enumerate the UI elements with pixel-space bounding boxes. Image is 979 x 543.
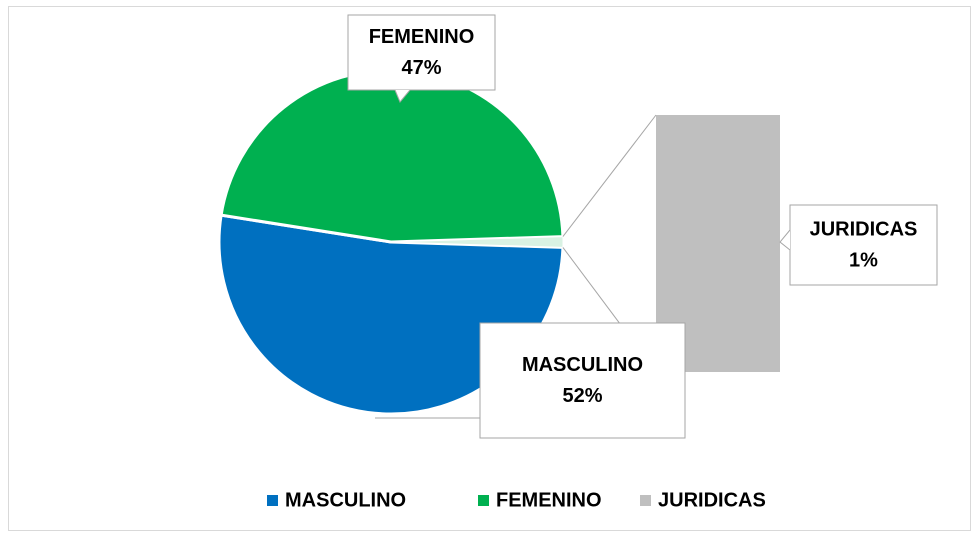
legend-swatch bbox=[267, 495, 278, 506]
callout-category: JURIDICAS bbox=[810, 218, 918, 240]
legend-label: MASCULINO bbox=[285, 489, 406, 511]
callout-value: 1% bbox=[849, 249, 878, 271]
callout-pointer bbox=[779, 229, 791, 251]
connector-line bbox=[562, 114, 657, 237]
callout-box bbox=[347, 14, 496, 91]
other-slice bbox=[390, 236, 564, 248]
callout-pointer bbox=[394, 89, 411, 103]
legend-label: FEMENINO bbox=[496, 489, 602, 511]
plot-area bbox=[217, 68, 780, 416]
legend: MASCULINO FEMENINO JURIDICAS bbox=[267, 489, 766, 511]
legend-label: JURIDICAS bbox=[658, 489, 766, 511]
legend-swatch bbox=[640, 495, 651, 506]
callout-category: MASCULINO bbox=[522, 354, 643, 376]
callout-value: 47% bbox=[401, 57, 441, 79]
callout-value: 52% bbox=[562, 385, 602, 407]
callout-box bbox=[789, 204, 938, 286]
callout-box bbox=[479, 322, 686, 439]
data-labels: FEMENINO 47% MASCULINO 52% JURIDICAS 1% bbox=[347, 14, 938, 439]
legend-swatch bbox=[478, 495, 489, 506]
callout-category: FEMENINO bbox=[369, 26, 475, 48]
